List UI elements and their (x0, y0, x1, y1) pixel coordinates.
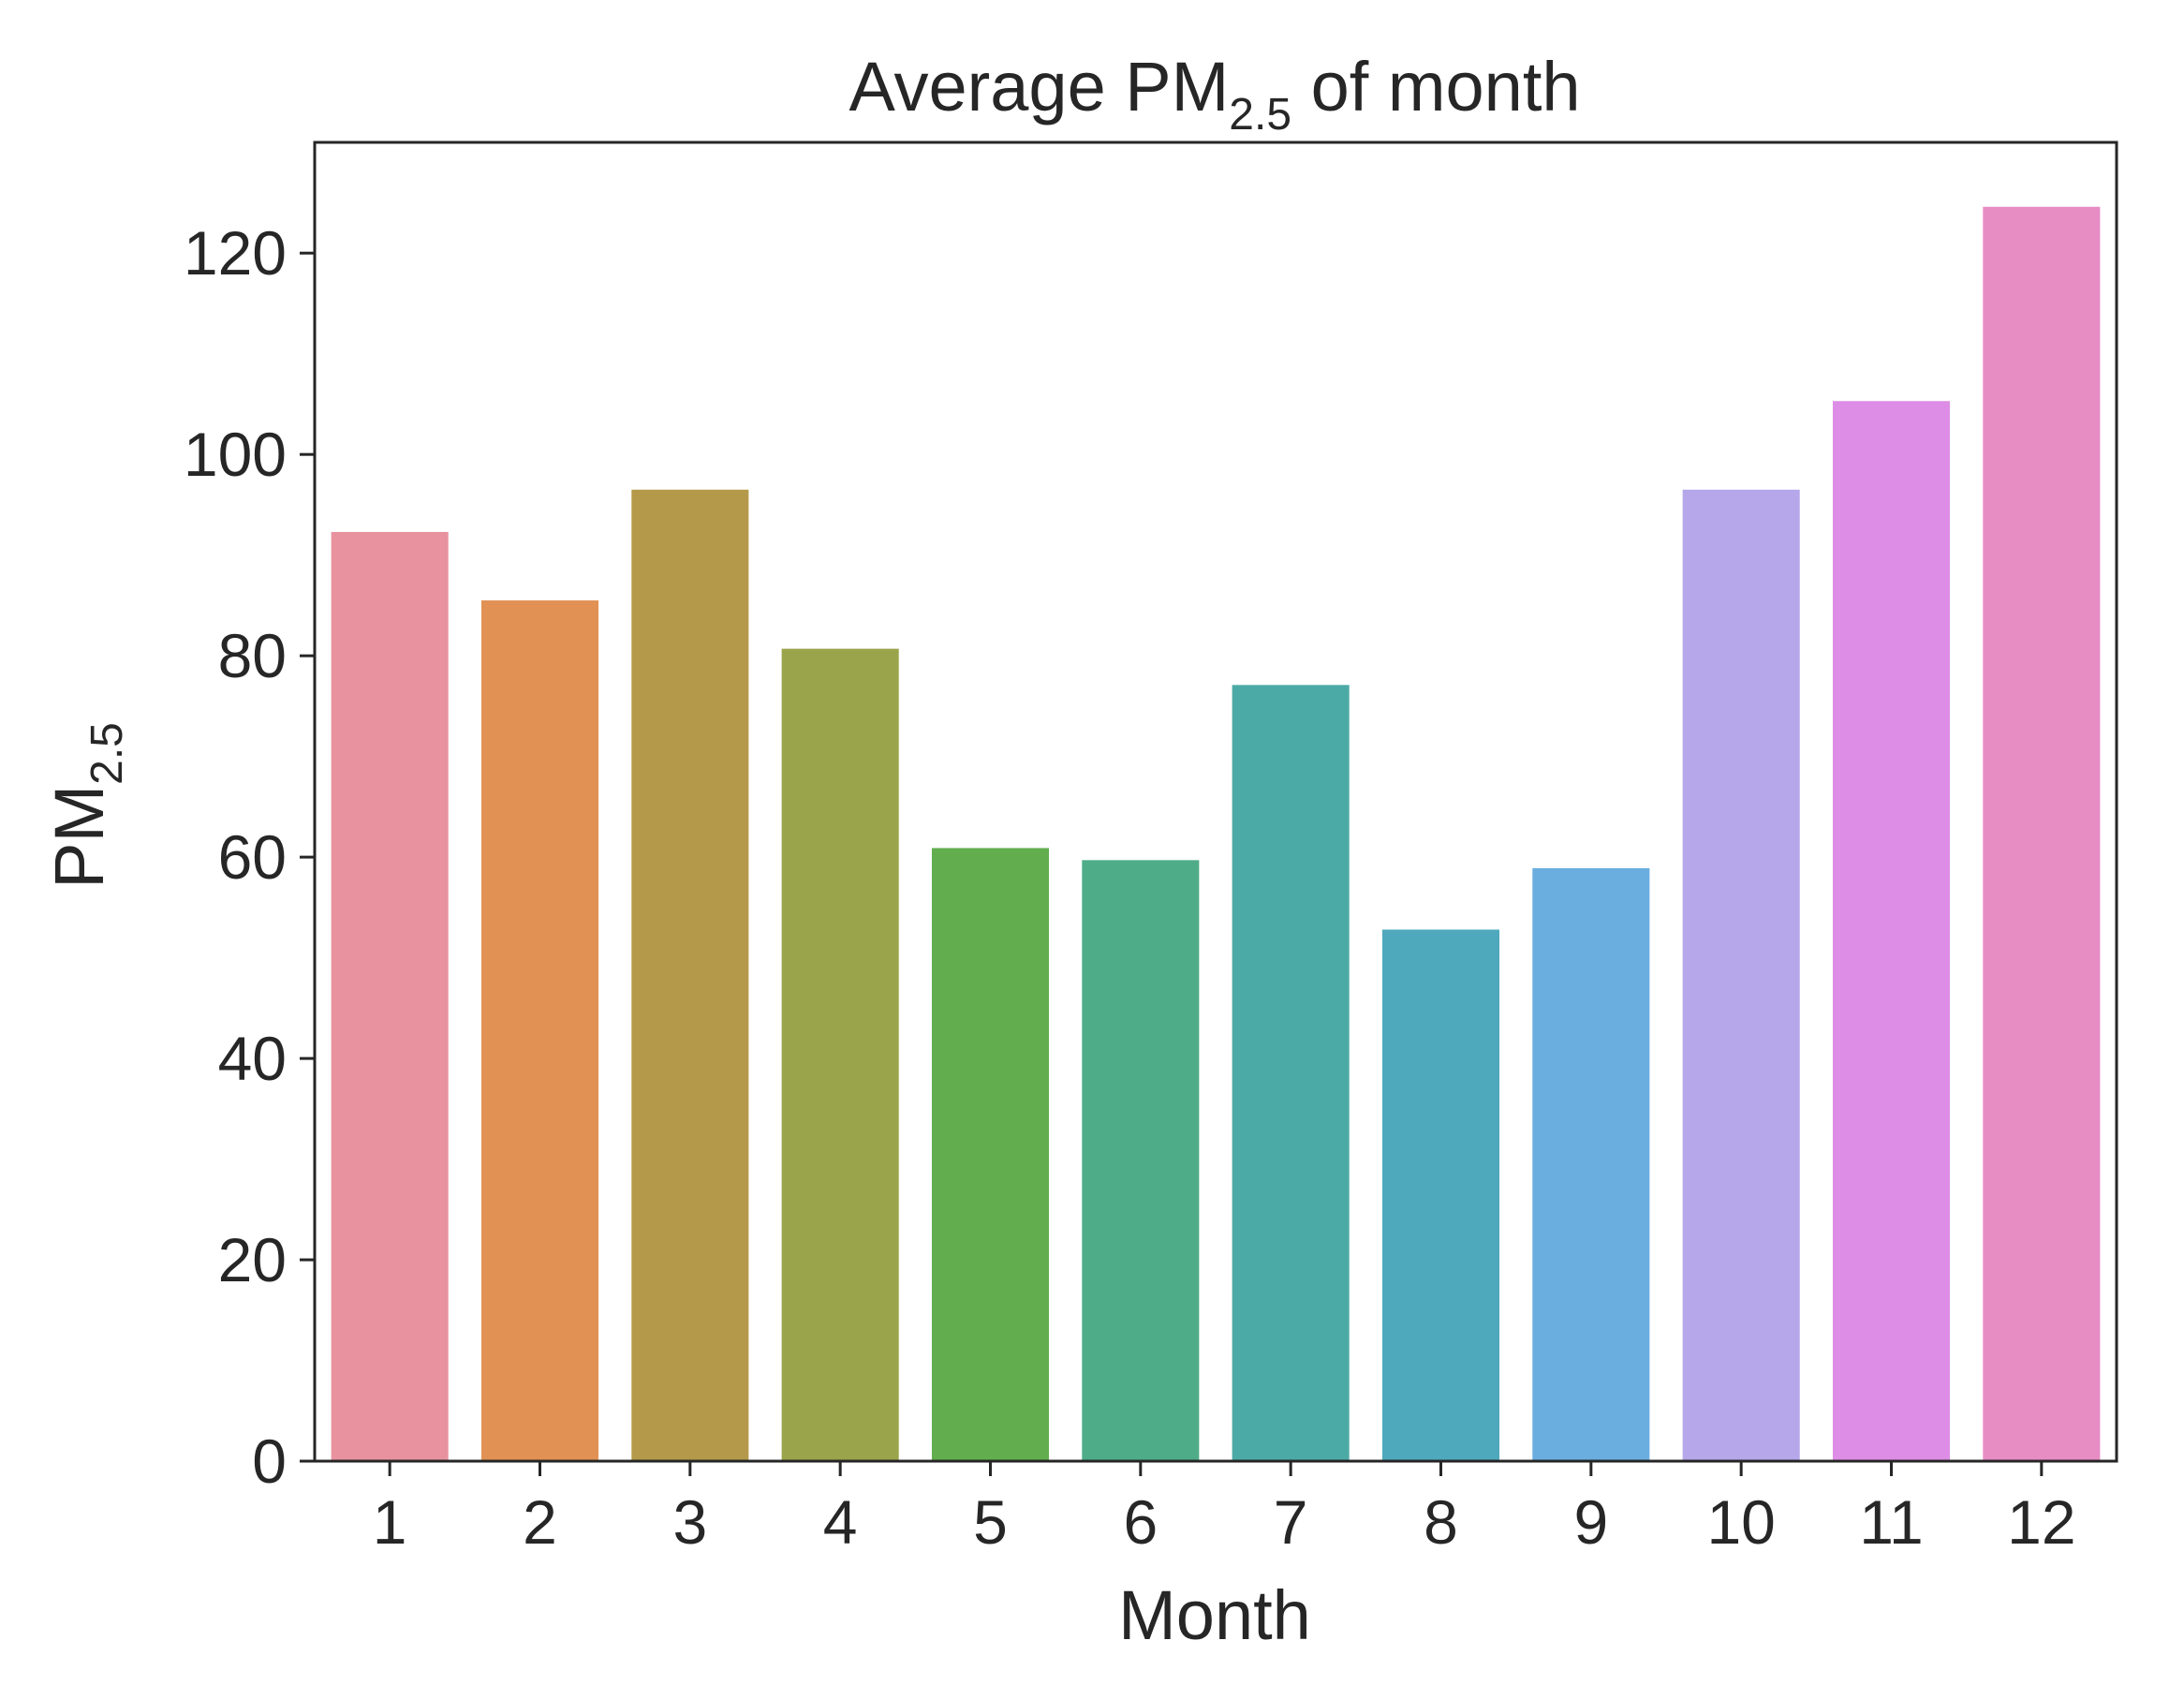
x-tick-label: 10 (1706, 1487, 1775, 1557)
y-tick-label: 120 (184, 218, 287, 288)
x-tick-label: 8 (1424, 1487, 1458, 1557)
y-tick-label: 40 (218, 1024, 287, 1093)
x-tick-label: 7 (1274, 1487, 1308, 1557)
y-tick-label: 0 (252, 1426, 287, 1496)
bar-month-9 (1532, 867, 1650, 1461)
x-tick-label: 11 (1859, 1487, 1924, 1557)
x-tick-label: 4 (823, 1487, 858, 1557)
x-tick-label: 5 (973, 1487, 1008, 1557)
bar-month-3 (631, 489, 749, 1462)
x-tick-label: 12 (2007, 1487, 2075, 1557)
bar-month-8 (1381, 929, 1500, 1461)
chart-title-main: Average PM (849, 48, 1229, 126)
bar-month-4 (781, 648, 899, 1461)
y-tick-label: 20 (218, 1225, 287, 1294)
plot-frame (313, 140, 2118, 1463)
y-tick-label: 60 (218, 822, 287, 892)
chart-title-suffix: of month (1291, 48, 1581, 126)
bar-month-11 (1832, 401, 1951, 1461)
y-tick-label: 100 (184, 420, 287, 489)
bar-month-12 (1983, 206, 2101, 1461)
x-axis-title: Month (1118, 1576, 1311, 1654)
x-tick-label: 2 (523, 1487, 557, 1557)
bar-month-10 (1682, 489, 1800, 1462)
x-tick-label: 9 (1573, 1487, 1608, 1557)
y-axis-title: PM2.5 (40, 722, 132, 889)
bar-month-7 (1232, 685, 1350, 1461)
bar-month-2 (480, 600, 599, 1461)
bar-month-6 (1082, 860, 1200, 1461)
x-tick-label: 3 (672, 1487, 707, 1557)
x-axis: 1 2 3 4 5 6 7 8 9 10 11 12 (373, 1461, 2076, 1557)
y-tick-label: 80 (218, 621, 287, 690)
x-tick-label: 1 (373, 1487, 407, 1557)
chart-title-subscript: 2.5 (1229, 90, 1291, 140)
bar-month-1 (331, 531, 449, 1461)
y-axis-title-main: PM (40, 785, 118, 889)
bars-group (331, 206, 2101, 1462)
y-axis: 0 20 40 60 80 100 120 (184, 218, 315, 1496)
bar-month-5 (931, 848, 1050, 1461)
chart-title: Average PM2.5 of month (849, 48, 1580, 140)
y-axis-title-subscript: 2.5 (82, 722, 132, 785)
x-tick-label: 6 (1123, 1487, 1158, 1557)
